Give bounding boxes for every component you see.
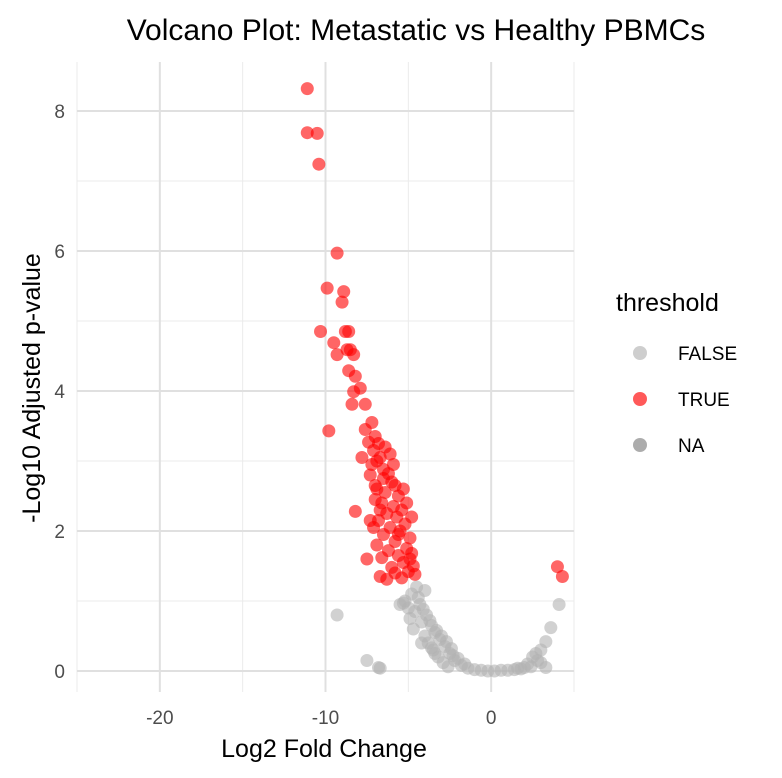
legend: threshold FALSE TRUE NA [616,289,737,457]
data-point [363,514,377,527]
legend-label-na: NA [678,436,705,457]
data-point [373,503,387,517]
data-point [322,424,336,438]
data-point [347,385,361,399]
data-point [337,285,351,299]
chart-title: Volcano Plot: Metastatic vs Healthy PBMC… [127,14,706,47]
data-point [403,552,417,566]
data-point [395,571,409,585]
legend-entry-true: TRUE [633,390,730,411]
data-point [393,598,407,611]
legend-label-true: TRUE [678,390,730,411]
data-point [511,661,525,675]
data-point [330,608,344,622]
data-point [300,126,314,140]
data-point [363,468,377,482]
data-point [343,343,357,357]
data-point [300,82,314,96]
data-point [539,635,553,649]
data-point [327,336,341,350]
data-point [403,612,417,625]
x-tick-label: -20 [146,708,173,729]
y-tick-label: 0 [54,662,65,683]
data-point [320,281,334,295]
data-point [380,572,394,586]
data-point [408,567,422,581]
y-tick-label: 8 [54,102,65,123]
data-point [370,538,384,552]
legend-entry-na: NA [633,436,705,457]
data-point [405,510,419,524]
data-point [539,661,553,674]
data-point [386,458,400,471]
data-point [335,295,349,309]
data-point [418,584,432,597]
data-point [355,451,369,464]
data-point [378,486,392,499]
x-tick-label: -10 [312,708,339,729]
data-point [312,157,326,171]
series-false [330,580,566,678]
data-point [406,622,420,636]
data-point [423,614,437,628]
data-point [446,649,460,663]
data-point [338,325,352,338]
data-point [550,560,564,574]
data-point [370,454,384,468]
data-point [375,551,389,565]
data-point [376,528,390,541]
data-point [403,531,417,545]
data-point [314,325,328,338]
data-point [330,246,344,260]
series-true [300,82,569,586]
legend-label-false: FALSE [678,344,737,365]
legend-key-true [633,392,647,406]
data-point [373,661,387,675]
legend-entry-false: FALSE [633,344,737,365]
data-point [360,552,374,566]
data-point [391,528,405,541]
data-point [400,496,414,510]
data-point [330,348,344,362]
x-axis-ticks: -20 -10 0 [146,708,496,729]
data-point [360,654,374,667]
data-points [300,82,569,678]
data-point [552,598,566,611]
data-point [348,369,362,383]
data-point [458,657,472,671]
y-tick-label: 2 [54,522,65,543]
data-point [428,647,442,660]
y-tick-label: 6 [54,242,65,263]
grid [76,62,575,692]
data-point [310,126,324,140]
x-tick-label: 0 [486,708,497,729]
data-point [441,660,455,674]
data-point [416,602,430,616]
data-point [415,636,429,650]
data-point [378,440,392,454]
y-axis-ticks: 0 2 4 6 8 [54,102,65,683]
legend-title: threshold [616,289,719,317]
data-point [358,397,372,411]
data-point [396,482,410,496]
data-point [555,570,569,583]
legend-key-false [633,346,647,360]
data-point [544,621,558,635]
x-axis-title: Log2 Fold Change [221,735,427,763]
y-tick-label: 4 [54,382,65,403]
data-point [345,397,359,411]
data-point [434,629,448,643]
data-point [348,504,362,518]
legend-key-na [633,438,647,452]
y-axis-title: -Log10 Adjusted p-value [18,253,46,523]
data-point [368,479,382,492]
data-point [358,423,372,436]
